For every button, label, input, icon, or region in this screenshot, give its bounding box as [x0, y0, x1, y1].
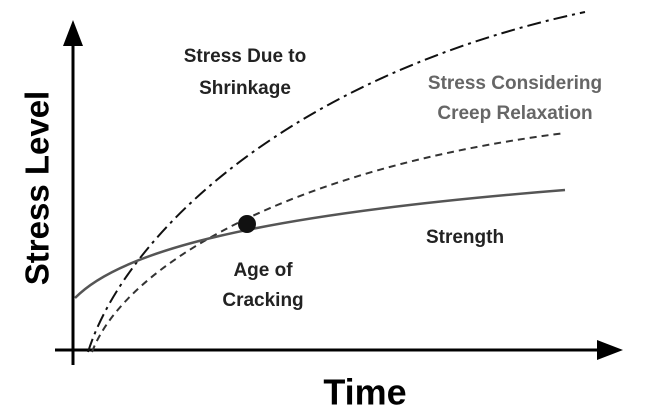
label-line: Age of — [233, 260, 293, 281]
cracking-point — [238, 215, 256, 233]
label-line: Creep Relaxation — [437, 103, 592, 124]
label-line: Stress Due to — [184, 46, 306, 67]
label-line: Stress Considering — [428, 73, 602, 94]
creep-curve — [91, 132, 566, 353]
shrinkage-curve — [87, 11, 586, 353]
x-arrow — [597, 340, 623, 360]
label-line: Strength — [426, 227, 504, 248]
label-line: Cracking — [222, 290, 303, 311]
strength-curve — [74, 188, 566, 299]
label-line: Shrinkage — [199, 78, 291, 99]
x-axis-label: Time — [323, 372, 406, 413]
y-arrow — [63, 20, 83, 46]
y-axis-label: Stress Level — [19, 91, 56, 285]
